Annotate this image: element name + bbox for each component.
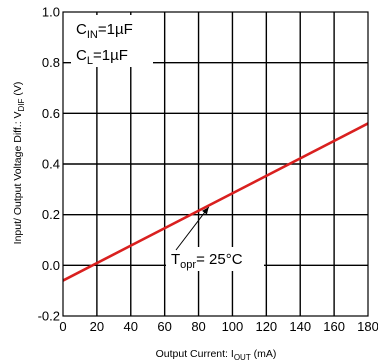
x-tick-label: 40: [124, 319, 138, 334]
y-tick-labels: -0.2 0.0 0.2 0.4 0.6 0.8 1.0: [38, 5, 60, 324]
y-tick-label: 0.2: [42, 207, 60, 222]
annotation-topr-tail: = 25°C: [196, 251, 243, 268]
y-tick-label: -0.2: [38, 309, 60, 324]
y-axis-label-base: Input/ Output Voltage Diff.: V: [12, 111, 24, 244]
x-tick-label: 20: [90, 319, 104, 334]
y-tick-label: 1.0: [42, 5, 60, 20]
x-tick-label: 60: [157, 319, 171, 334]
annotation-topr: Topr= 25°C: [171, 251, 243, 271]
annotation-arrow: [175, 206, 210, 251]
annotation-cl-base: C: [76, 47, 87, 64]
y-axis-label-sub: DIF: [17, 98, 26, 111]
y-tick-label: 0.8: [42, 55, 60, 70]
annotation-cl: CL=1µF: [76, 47, 128, 67]
x-axis-label-tail: (mA): [251, 348, 277, 360]
series-line: [62, 122, 369, 282]
x-tick-label: 0: [59, 319, 66, 334]
y-tick-label: 0.0: [42, 258, 60, 273]
annotation-cin-tail: =1µF: [98, 21, 133, 38]
annotation-topr-base: T: [171, 251, 180, 268]
x-tick-labels: 0 20 40 60 80 100 120 140 160 180: [59, 319, 378, 334]
y-axis-label: Input/ Output Voltage Diff.: VDIF (V): [12, 82, 26, 245]
x-tick-label: 180: [357, 319, 378, 334]
x-axis-label-base: Output Current: I: [156, 348, 234, 360]
x-axis-label: Output Current: IOUT (mA): [156, 348, 277, 362]
annotation-cin: CIN=1µF: [76, 21, 133, 41]
x-tick-label: 140: [289, 319, 311, 334]
annotation-box-capacitors: [71, 15, 153, 67]
x-tick-label: 80: [191, 319, 205, 334]
x-tick-label: 160: [323, 319, 345, 334]
annotation-cin-sub: IN: [87, 29, 98, 41]
x-tick-label: 100: [222, 319, 244, 334]
series-layer: [62, 122, 369, 282]
y-tick-label: 0.4: [42, 157, 60, 172]
annotation-cl-sub: L: [87, 55, 93, 67]
grid: [63, 12, 368, 316]
annotation-arrowhead: [202, 207, 209, 215]
annotation-topr-sub: opr: [180, 259, 196, 271]
annotation-cl-tail: =1µF: [93, 47, 128, 64]
y-tick-label: 0.6: [42, 106, 60, 121]
y-axis-label-tail: (V): [12, 82, 24, 99]
plot-frame: [62, 11, 369, 317]
annotation-cin-base: C: [76, 21, 87, 38]
annotation-box-temperature: [166, 247, 264, 271]
x-tick-label: 120: [255, 319, 277, 334]
x-axis-label-sub: OUT: [234, 353, 251, 362]
